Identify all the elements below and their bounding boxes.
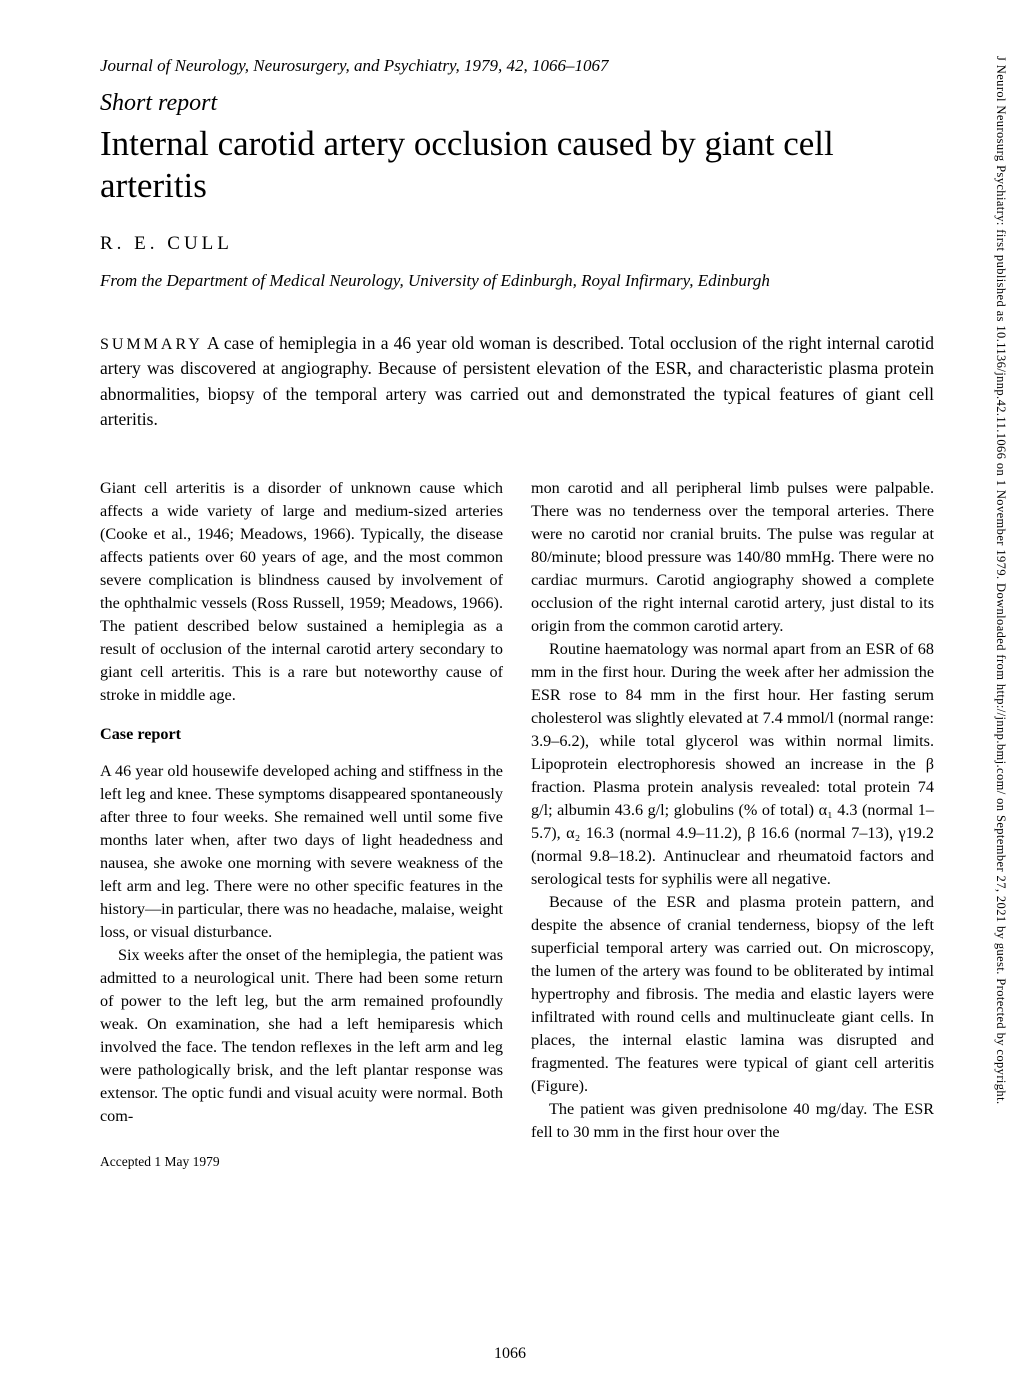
author-name: R. E. CULL [100,233,934,255]
article-title: Internal carotid artery occlusion caused… [100,123,934,207]
section-label: Short report [100,90,934,117]
treatment-paragraph: The patient was given prednisolone 40 mg… [531,1098,934,1144]
clinical-findings-paragraph: mon carotid and all peripheral limb puls… [531,477,934,638]
intro-paragraph: Giant cell arteritis is a disorder of un… [100,477,503,707]
author-affiliation: From the Department of Medical Neurology… [100,271,934,291]
body-columns: Giant cell arteritis is a disorder of un… [100,477,934,1171]
page-number: 1066 [494,1345,526,1363]
summary-label: SUMMARY [100,336,203,353]
download-copyright-note: J Neurol Neurosurg Psychiatry: first pub… [978,56,1008,1347]
right-column: mon carotid and all peripheral limb puls… [531,477,934,1171]
accepted-date: Accepted 1 May 1979 [100,1152,503,1171]
summary-block: SUMMARY A case of hemiplegia in a 46 yea… [100,331,934,433]
case-paragraph-1: A 46 year old housewife developed aching… [100,760,503,944]
case-report-heading: Case report [100,723,503,746]
left-column: Giant cell arteritis is a disorder of un… [100,477,503,1171]
summary-text: A case of hemiplegia in a 46 year old wo… [100,333,934,429]
biopsy-paragraph: Because of the ESR and plasma protein pa… [531,891,934,1098]
haematology-paragraph: Routine haematology was normal apart fro… [531,638,934,891]
case-paragraph-2: Six weeks after the onset of the hemiple… [100,944,503,1128]
journal-reference: Journal of Neurology, Neurosurgery, and … [100,56,934,76]
